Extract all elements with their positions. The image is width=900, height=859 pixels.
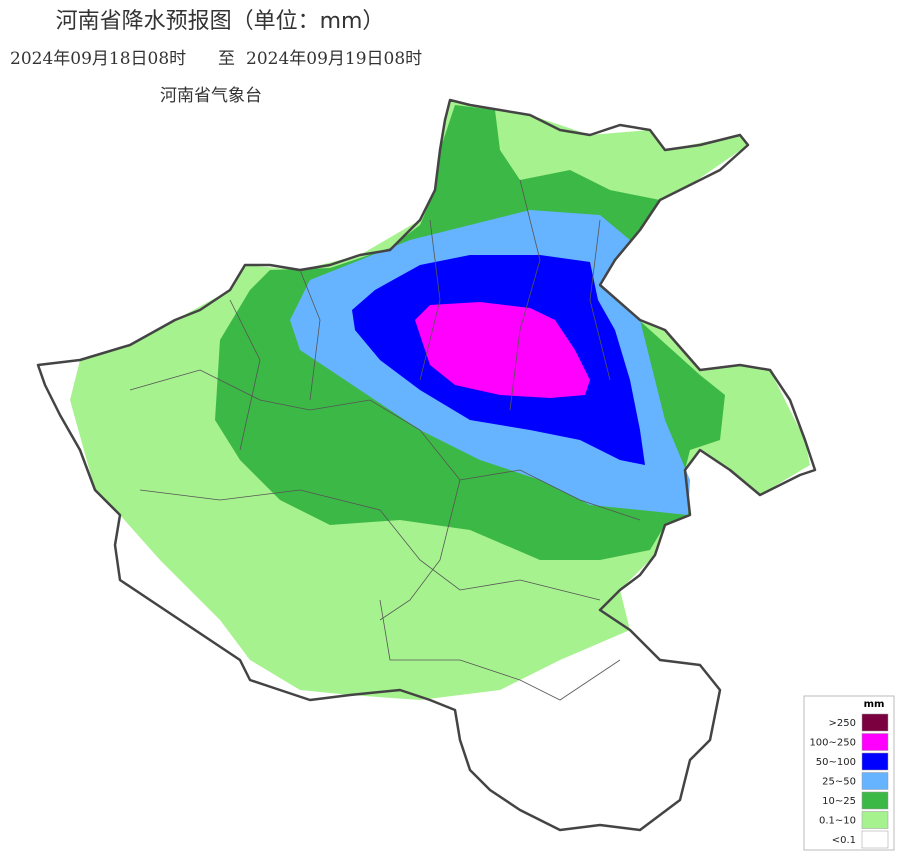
- border: [229, 299, 461, 621]
- province-outline: [36, 98, 817, 832]
- title: 河南省降水预报图（单位：mm）: [56, 9, 385, 34]
- legend-swatch: [861, 811, 889, 829]
- legend-label: <0.1: [832, 835, 856, 846]
- to-word: 至: [218, 49, 235, 69]
- agency: 河南省气象台: [160, 86, 262, 106]
- legend-label: >250: [829, 718, 856, 729]
- legend-swatch: [861, 713, 889, 732]
- legend-swatch: [861, 830, 889, 849]
- start-time: 2024年09月18日08时: [10, 49, 186, 69]
- legend-label: 50~100: [816, 757, 856, 768]
- end-time: 2024年09月19日08时: [246, 49, 422, 69]
- border: [129, 369, 641, 521]
- border: [299, 179, 611, 411]
- legend-unit: mm: [864, 699, 885, 710]
- legend-label: 25~50: [822, 777, 856, 788]
- legend-swatch: [861, 791, 889, 810]
- legend-swatch: [861, 733, 889, 751]
- legend: mm >250 100~250 50~100 25~50 10~25 0.1~10 <0.1: [803, 695, 895, 851]
- zone-magenta: [415, 302, 590, 398]
- legend-label: 0.1~10: [819, 816, 856, 827]
- city-borders: [129, 179, 641, 701]
- border: [139, 489, 601, 601]
- border: [379, 599, 621, 701]
- legend-label: 100~250: [809, 738, 856, 749]
- rain-zones: [70, 100, 810, 700]
- legend-label: 10~25: [822, 796, 856, 807]
- legend-swatch: [861, 752, 889, 771]
- legend-swatch: [861, 772, 889, 790]
